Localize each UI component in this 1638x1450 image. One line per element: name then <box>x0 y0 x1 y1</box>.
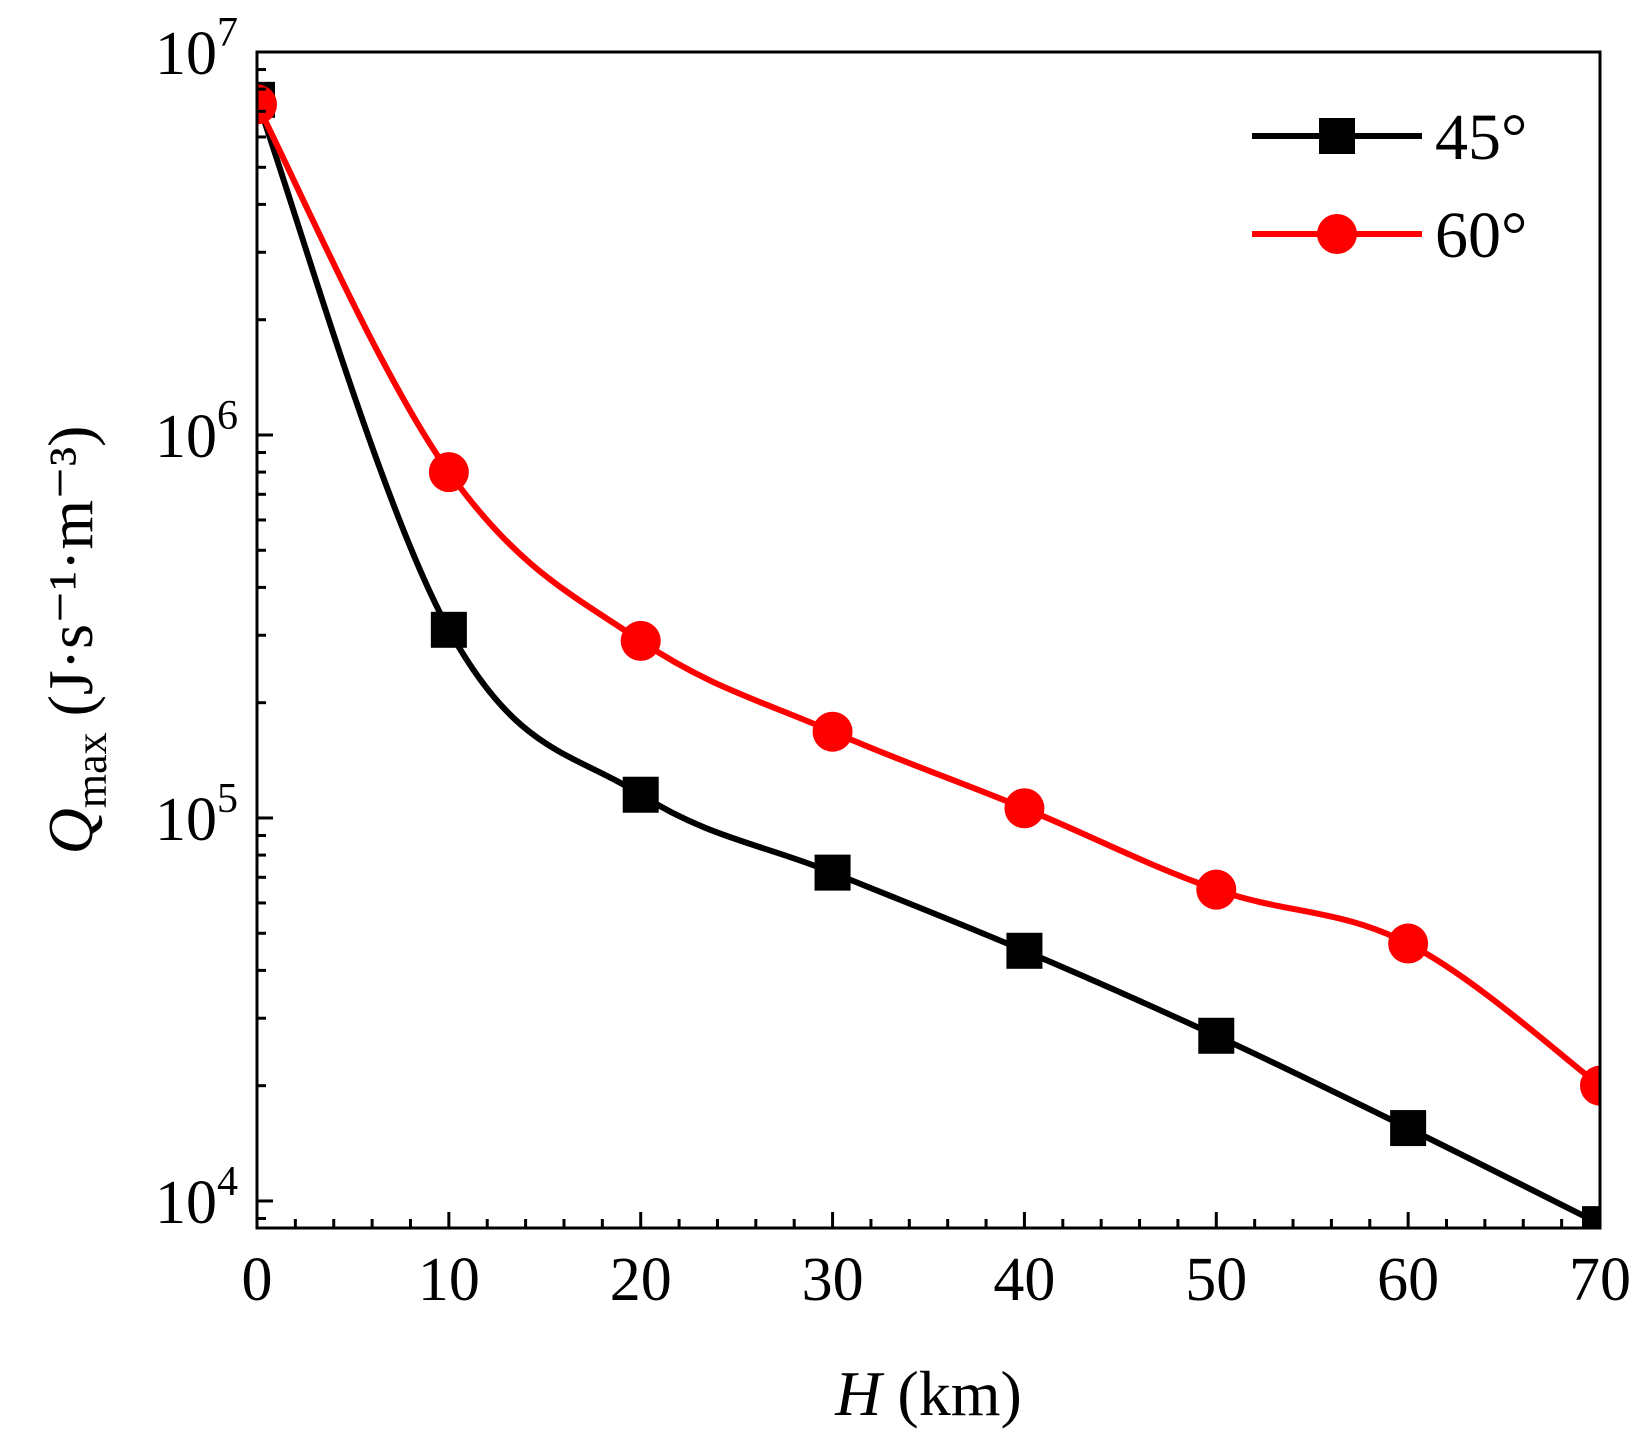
series-0 <box>257 81 1600 1228</box>
data-point-0-7 <box>1582 1206 1600 1228</box>
legend-item-0: 45° <box>1252 101 1527 174</box>
y-tick-label: 104 <box>155 1159 238 1237</box>
data-point-1-3 <box>812 711 853 752</box>
data-point-1-1 <box>428 452 469 493</box>
data-point-0-4 <box>1006 932 1043 969</box>
axes-layer: 0 10 20 30 40 50 60 70 107 106 105 104 H (km) Qmax (J… <box>35 10 1631 1429</box>
legend: 45°60° <box>1252 101 1527 272</box>
data-point-1-6 <box>1388 923 1429 964</box>
x-tick-label: 30 <box>802 1246 864 1314</box>
plot-frame <box>255 50 1602 1230</box>
legend-marker <box>1319 118 1355 154</box>
x-tick-label: 50 <box>1185 1246 1247 1314</box>
x-tick-label: 60 <box>1377 1246 1439 1314</box>
series-line-0 <box>257 98 1600 1227</box>
legend-marker <box>1317 214 1357 254</box>
data-point-1-4 <box>1004 788 1045 829</box>
x-tick-label: 20 <box>610 1246 672 1314</box>
y-tick-label: 105 <box>155 776 238 854</box>
data-point-1-0 <box>257 84 277 125</box>
y-tick-label: 107 <box>155 10 238 88</box>
x-tick-label: 10 <box>418 1246 480 1314</box>
series-1 <box>257 84 1600 1106</box>
legend-label: 60° <box>1435 199 1527 272</box>
series-layer <box>257 81 1600 1228</box>
x-tick-label: 0 <box>242 1246 273 1314</box>
x-axis-label: H (km) <box>834 1358 1022 1429</box>
data-point-1-7 <box>1580 1065 1600 1106</box>
data-point-1-5 <box>1196 869 1237 910</box>
legend-label: 45° <box>1435 101 1527 174</box>
x-tick-label: 40 <box>993 1246 1055 1314</box>
data-point-0-2 <box>622 776 659 813</box>
x-tick-label: 70 <box>1569 1246 1631 1314</box>
y-axis-label: Qmax (J·s⁻¹·m⁻³) <box>35 426 116 855</box>
legend-item-1: 60° <box>1252 199 1527 272</box>
data-point-1-2 <box>620 620 661 661</box>
data-point-0-1 <box>430 611 467 648</box>
y-tick-label: 106 <box>155 393 238 471</box>
data-point-0-6 <box>1390 1110 1427 1147</box>
data-point-0-3 <box>814 854 851 891</box>
data-point-0-5 <box>1198 1017 1235 1054</box>
